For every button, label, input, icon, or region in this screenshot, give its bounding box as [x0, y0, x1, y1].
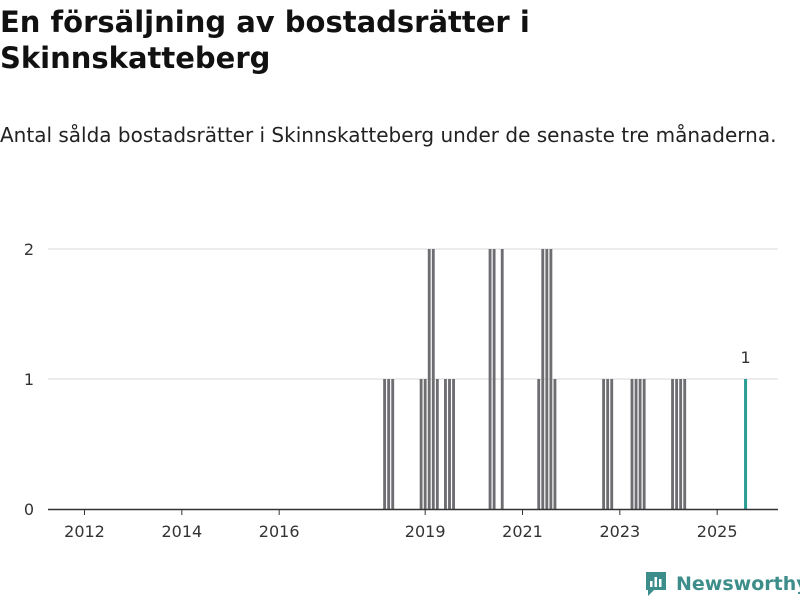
bar — [606, 379, 610, 509]
bar — [545, 249, 549, 509]
newsworthy-logo-icon — [646, 572, 666, 596]
bar — [638, 379, 642, 509]
bar — [387, 379, 391, 509]
x-tick-label: 2016 — [259, 522, 300, 541]
bar — [500, 249, 504, 509]
bar — [602, 379, 606, 509]
y-tick-label: 1 — [24, 370, 34, 389]
bar — [391, 379, 395, 509]
chart-subtitle: Antal sålda bostadsrätter i Skinnskatteb… — [0, 123, 777, 147]
bar — [488, 249, 492, 509]
bar — [679, 379, 683, 509]
y-tick-label: 0 — [24, 500, 34, 519]
bar — [630, 379, 634, 509]
bar — [448, 379, 451, 509]
bar — [427, 249, 431, 509]
highlight-bar — [744, 379, 748, 509]
x-tick-label: 2012 — [64, 522, 105, 541]
highlight-data-label: 1 — [740, 348, 750, 367]
brand-name: Newsworthy — [676, 573, 800, 595]
bar — [423, 379, 427, 509]
y-tick-label: 2 — [24, 240, 34, 259]
x-tick-label: 2014 — [161, 522, 202, 541]
bar — [610, 379, 614, 509]
bar — [642, 379, 646, 509]
bar — [549, 249, 553, 509]
bar — [431, 249, 435, 509]
x-tick-label: 2023 — [599, 522, 640, 541]
brand-logo: Newsworthy — [644, 568, 800, 600]
x-tick-label: 2021 — [502, 522, 543, 541]
bar — [452, 379, 455, 509]
bar — [675, 379, 679, 509]
bar — [435, 379, 439, 509]
bar — [444, 379, 447, 509]
bar — [541, 249, 545, 509]
bar — [553, 379, 557, 509]
bar — [492, 249, 496, 509]
x-tick-label: 2025 — [697, 522, 738, 541]
bar — [537, 379, 541, 509]
bar — [383, 379, 387, 509]
bar — [419, 379, 423, 509]
chart-title: En försäljning av bostadsrätter i Skinns… — [0, 5, 530, 75]
x-tick-label: 2019 — [405, 522, 446, 541]
bar — [683, 379, 687, 509]
bar — [671, 379, 674, 509]
bar — [634, 379, 638, 509]
